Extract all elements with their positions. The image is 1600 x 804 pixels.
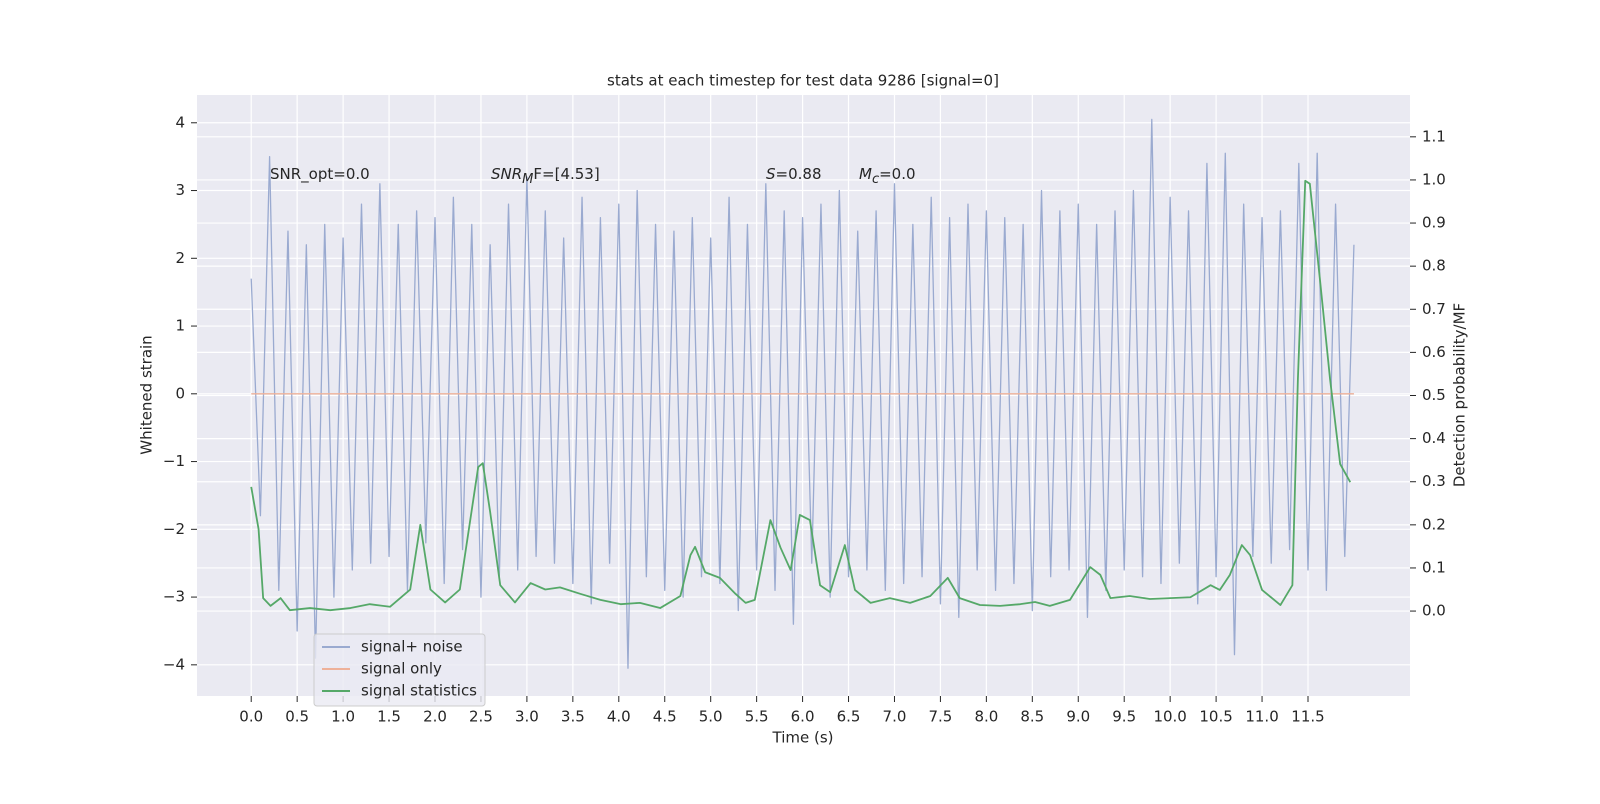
y-tick-label: 2 (175, 249, 185, 267)
x-tick-label: 8.0 (974, 708, 998, 726)
x-tick-label: 9.5 (1112, 708, 1136, 726)
annotation: Mc=0.0 (859, 165, 916, 187)
annotation-tail: F=[4.53] (533, 165, 599, 183)
legend-label: signal statistics (361, 682, 477, 700)
x-tick-label: 11.5 (1291, 708, 1324, 726)
x-tick-label: 7.5 (928, 708, 952, 726)
x-tick-label: 1.5 (377, 708, 401, 726)
y2-tick-label: 0.1 (1422, 558, 1446, 576)
x-tick-label: 10.5 (1199, 708, 1232, 726)
series-line (250, 179, 1352, 612)
annotation-main: SNR (491, 165, 522, 183)
y-tick-label: −1 (163, 452, 185, 470)
y2-axis-label: Detection probability/MF (1451, 303, 1469, 487)
x-tick-label: 8.5 (1020, 708, 1044, 726)
y2-tick-label: 1.0 (1422, 170, 1446, 188)
y2-tick-label: 1.1 (1422, 127, 1446, 145)
x-tick-label: 6.5 (837, 708, 861, 726)
x-tick-label: 4.5 (653, 708, 677, 726)
series-line (250, 118, 1355, 669)
annotation: S=0.88 (766, 165, 822, 183)
x-tick-label: 11.0 (1245, 708, 1278, 726)
y2-tick-label: 0.5 (1422, 386, 1446, 404)
annotation-tail: =0.88 (776, 165, 822, 183)
y2-tick-label: 0.2 (1422, 515, 1446, 533)
x-tick-label: 7.0 (883, 708, 907, 726)
x-tick-label: 5.0 (699, 708, 723, 726)
legend-label: signal+ noise (361, 638, 463, 656)
legend-box (313, 633, 486, 707)
annotation-main: M (859, 165, 872, 183)
annotation: SNRMF=[4.53] (491, 165, 600, 187)
y-tick-label: 4 (175, 113, 185, 131)
y-tick-label: −3 (163, 588, 185, 606)
annotation-sub: M (522, 172, 533, 187)
annotation-tail: =0.0 (879, 165, 915, 183)
y-tick-label: 3 (175, 181, 185, 199)
annotation: SNR_opt=0.0 (270, 165, 370, 184)
y-tick-label: −4 (163, 655, 185, 673)
x-tick-label: 9.0 (1066, 708, 1090, 726)
y2-tick-label: 0.6 (1422, 343, 1446, 361)
y2-tick-label: 0.9 (1422, 214, 1446, 232)
annotation-main: S (766, 165, 776, 183)
chart-title: stats at each timestep for test data 928… (607, 72, 999, 90)
legend-label: signal only (361, 660, 442, 678)
x-tick-label: 0.5 (285, 708, 309, 726)
y-tick-label: −2 (163, 520, 185, 538)
x-tick-label: 3.5 (561, 708, 585, 726)
y2-tick-label: 0.8 (1422, 257, 1446, 275)
x-tick-label: 2.5 (469, 708, 493, 726)
annotation-main: SNR_opt=0.0 (270, 165, 370, 184)
x-tick-label: 1.0 (331, 708, 355, 726)
y2-tick-label: 0.4 (1422, 429, 1446, 447)
annotation-sub: c (872, 172, 879, 187)
y2-tick-label: 0.3 (1422, 472, 1446, 490)
x-tick-label: 6.0 (791, 708, 815, 726)
x-tick-label: 2.0 (423, 708, 447, 726)
y2-tick-label: 0.7 (1422, 300, 1446, 318)
x-tick-label: 0.0 (239, 708, 263, 726)
y2-tick-label: 0.0 (1422, 602, 1446, 620)
x-axis-label: Time (s) (772, 729, 834, 747)
x-tick-label: 10.0 (1153, 708, 1186, 726)
x-tick-label: 3.0 (515, 708, 539, 726)
y-tick-label: 0 (175, 384, 185, 402)
x-tick-label: 4.0 (607, 708, 631, 726)
y-tick-label: 1 (175, 317, 185, 335)
y-axis-label: Whitened strain (138, 335, 156, 454)
x-tick-label: 5.5 (745, 708, 769, 726)
